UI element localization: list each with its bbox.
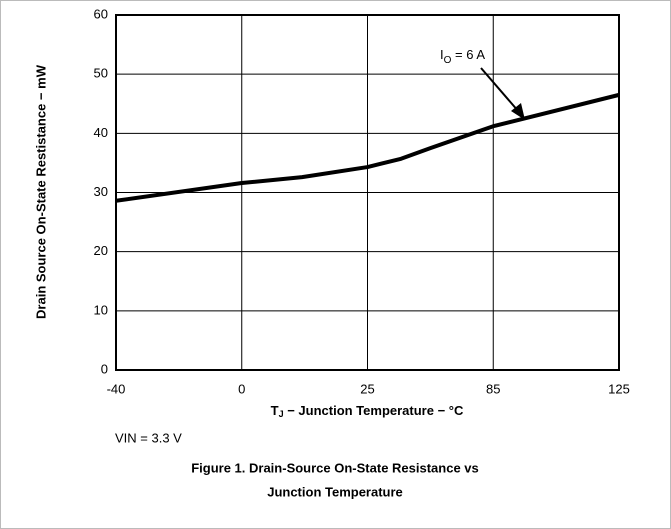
x-tick-label: 0 [238,381,245,396]
y-tick-label: 40 [94,125,108,140]
caption: Figure 1. Drain-Source On-State Resistan… [191,460,479,475]
y-tick-label: 20 [94,243,108,258]
y-tick-label: 50 [94,66,108,81]
x-axis-label: TJ − Junction Temperature − °C [271,403,464,419]
y-tick-label: 30 [94,184,108,199]
annotation: IO = 6 A [440,47,485,65]
data-line [115,92,620,203]
y-tick-label: 0 [101,361,108,376]
caption: Junction Temperature [267,484,403,499]
y-tick-label: 60 [94,6,108,21]
y-axis-label: Drain Source On-State Restistance − mW [33,64,48,319]
x-tick-label: -40 [107,381,126,396]
note: VIN = 3.3 V [115,430,182,445]
x-tick-label: 125 [608,381,630,396]
x-tick-label: 25 [360,381,374,396]
plot-border [115,14,620,371]
arrow-head [511,103,525,120]
x-tick-label: 85 [486,381,500,396]
y-tick-label: 10 [94,302,108,317]
arrow [480,67,520,113]
